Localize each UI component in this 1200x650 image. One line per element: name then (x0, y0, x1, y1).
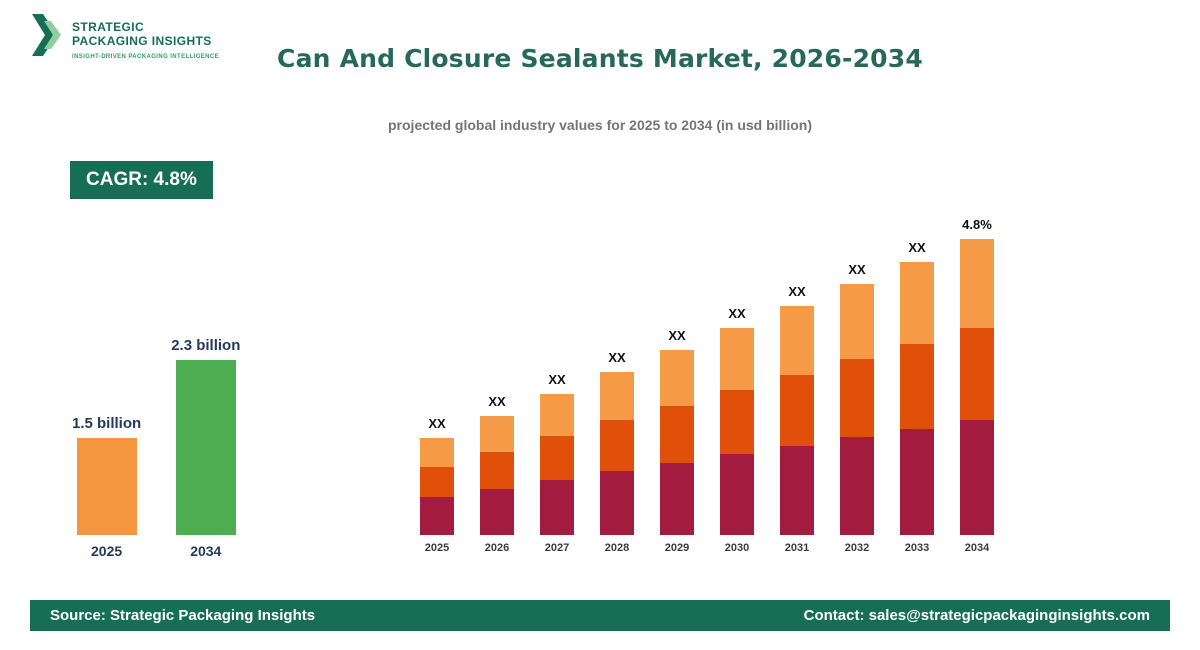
segment-middle (960, 328, 994, 420)
comparison-chart: 1.5 billion 2025 2.3 billion 2034 (72, 315, 240, 559)
segment-bottom (660, 463, 694, 535)
stacked-bar-2025: XX 2025 (420, 416, 454, 555)
stacked-bar-2026: XX 2026 (480, 394, 514, 555)
bar-segments (720, 328, 754, 535)
source-text: Source: Strategic Packaging Insights (50, 607, 316, 624)
bar-top-label: XX (488, 394, 506, 409)
bar-segments (420, 438, 454, 535)
bar-year-label: 2028 (604, 542, 630, 554)
bar-segments (960, 239, 994, 535)
segment-top (660, 350, 694, 406)
segment-bottom (420, 497, 454, 535)
bar (175, 360, 236, 535)
page-subtitle: projected global industry values for 202… (388, 117, 812, 133)
bar-segments (840, 284, 874, 535)
stacked-bar-2029: XX 2029 (660, 328, 694, 555)
segment-bottom (540, 480, 574, 535)
contact-text: Contact: sales@strategicpackaginginsight… (803, 607, 1150, 624)
segment-bottom (900, 429, 934, 535)
segment-middle (480, 452, 514, 489)
segment-middle (900, 344, 934, 429)
segment-bottom (840, 437, 874, 535)
segment-bottom (960, 420, 994, 535)
bar-top-label: XX (608, 350, 626, 365)
segment-top (600, 372, 634, 420)
segment-middle (780, 375, 814, 446)
stacked-bar-chart: XX 2025 XX 2026 XX 2027 XX 2028 XX 2029 XX 2030 XX 20… (420, 195, 994, 555)
stacked-bar-2034: 4.8% 2034 (960, 217, 994, 555)
segment-middle (540, 436, 574, 480)
segment-bottom (720, 454, 754, 535)
bar-segments (480, 416, 514, 535)
stacked-bar-2031: XX 2031 (780, 284, 814, 555)
logo-text: STRATEGIC PACKAGING INSIGHTS INSIGHT-DRI… (72, 12, 219, 60)
comparison-bar-2025: 1.5 billion 2025 (72, 415, 141, 559)
bar-year-label: 2034 (190, 543, 222, 559)
bar-year-label: 2027 (544, 542, 570, 554)
bar-year-label: 2026 (484, 542, 510, 554)
bar-value-label: 2.3 billion (171, 337, 241, 354)
segment-bottom (600, 471, 634, 535)
logo: STRATEGIC PACKAGING INSIGHTS INSIGHT-DRI… (30, 12, 219, 60)
bar-year-label: 2034 (964, 542, 990, 554)
bar-year-label: 2032 (844, 542, 870, 554)
segment-middle (720, 390, 754, 454)
footer-bar: Source: Strategic Packaging Insights Con… (30, 600, 1170, 631)
bar-year-label: 2025 (424, 542, 450, 554)
logo-line1: STRATEGIC (72, 20, 145, 34)
segment-top (900, 262, 934, 344)
bar-segments (600, 372, 634, 535)
stacked-bar-2032: XX 2032 (840, 262, 874, 555)
segment-top (960, 239, 994, 328)
stacked-bar-2028: XX 2028 (600, 350, 634, 555)
comparison-bar-2034: 2.3 billion 2034 (171, 337, 240, 559)
segment-top (480, 416, 514, 452)
logo-chevron-icon (32, 14, 61, 56)
stacked-bar-2030: XX 2030 (720, 306, 754, 555)
bar-value-label: 1.5 billion (72, 415, 142, 432)
bar-top-label: XX (668, 328, 686, 343)
bar-top-label: XX (548, 372, 566, 387)
segment-top (840, 284, 874, 359)
bar-top-label: 4.8% (962, 217, 992, 232)
segment-middle (660, 406, 694, 463)
stacked-bar-2027: XX 2027 (540, 372, 574, 555)
segment-bottom (780, 446, 814, 535)
logo-line2: PACKAGING INSIGHTS (72, 34, 212, 49)
bar-year-label: 2033 (904, 542, 930, 554)
bar-segments (900, 262, 934, 535)
segment-middle (420, 467, 454, 497)
segment-middle (600, 420, 634, 471)
bar-segments (540, 394, 574, 535)
bar-top-label: XX (848, 262, 866, 277)
page-title: Can And Closure Sealants Market, 2026-20… (277, 44, 923, 73)
bar-segments (780, 306, 814, 535)
bar (76, 438, 137, 535)
segment-top (720, 328, 754, 390)
bar-segments (660, 350, 694, 535)
bar-year-label: 2031 (784, 542, 810, 554)
bar-year-label: 2029 (664, 542, 690, 554)
segment-top (780, 306, 814, 375)
segment-top (540, 394, 574, 436)
bar-year-label: 2030 (724, 542, 750, 554)
bar-top-label: XX (788, 284, 806, 299)
segment-middle (840, 359, 874, 437)
bar-top-label: XX (428, 416, 446, 431)
bar-top-label: XX (728, 306, 746, 321)
logo-tagline: INSIGHT-DRIVEN PACKAGING INTELLIGENCE (72, 53, 220, 60)
stacked-bar-2033: XX 2033 (900, 240, 934, 555)
segment-top (420, 438, 454, 467)
segment-bottom (480, 489, 514, 535)
cagr-badge: CAGR: 4.8% (70, 161, 213, 199)
bar-top-label: XX (908, 240, 926, 255)
bar-year-label: 2025 (91, 543, 123, 559)
